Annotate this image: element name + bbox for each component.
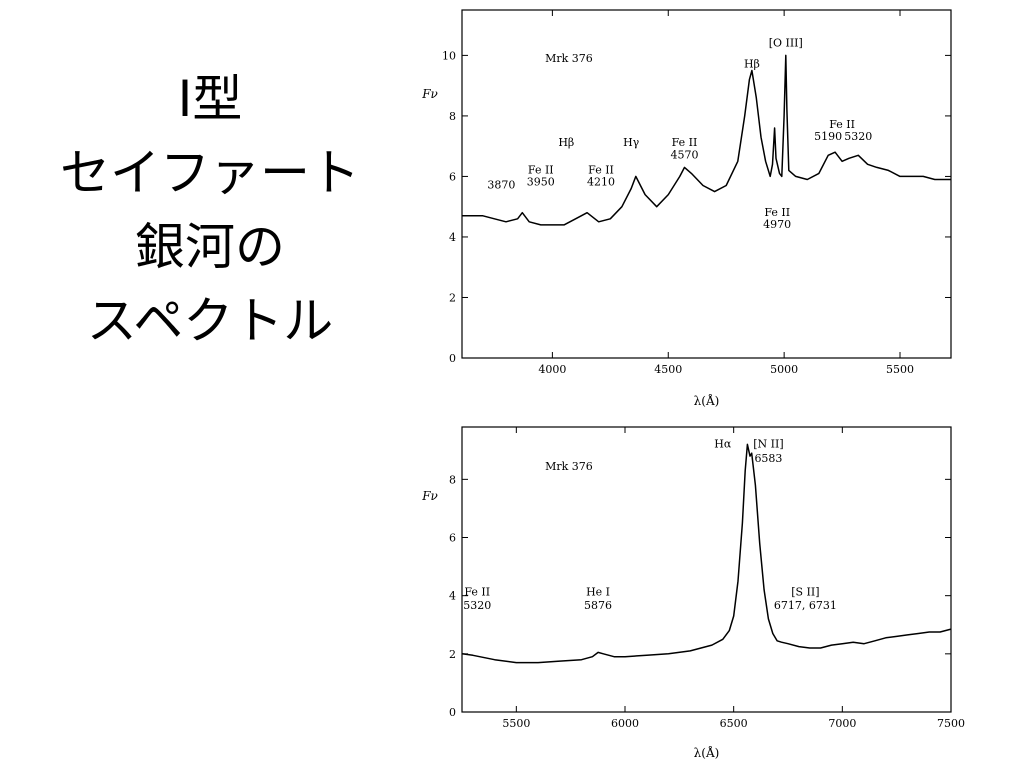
line-annotation: 5320 bbox=[844, 130, 872, 143]
x-tick-label: 4500 bbox=[654, 363, 682, 376]
plot-frame bbox=[461, 426, 952, 713]
title-line-1: I型 bbox=[177, 70, 243, 128]
line-annotation: [N II] bbox=[753, 437, 783, 450]
line-annotation: Fe II bbox=[829, 118, 855, 131]
line-annotation: 3950 bbox=[527, 176, 555, 189]
x-tick-label: 5500 bbox=[886, 363, 914, 376]
line-annotation: 5190 bbox=[814, 130, 842, 143]
x-axis-label: λ(Å) bbox=[694, 393, 720, 408]
plot-frame bbox=[461, 9, 952, 359]
title-line-4: スペクトル bbox=[86, 292, 334, 350]
chart-2: 5500 6000 6500 7000 7500 0 2 4 6 8 λ(Å) Fν Mrk 376 Hα… bbox=[421, 426, 965, 760]
y-tick-label: 0 bbox=[449, 352, 456, 365]
line-annotation: 4210 bbox=[587, 176, 615, 189]
slide-title: I型 セイファート 銀河の スペクトル bbox=[30, 62, 390, 358]
line-annotation: Fe II bbox=[672, 136, 698, 149]
chart-1: 4000 4500 5000 5500 0 2 4 6 8 10 λ(Å) Fν Mrk 376 Hβ [O… bbox=[421, 9, 952, 408]
line-annotation: [S II] bbox=[791, 586, 819, 599]
line-annotation: Fe II bbox=[464, 586, 490, 599]
line-annotation: Fe II bbox=[764, 206, 790, 219]
line-annotation: Hγ bbox=[623, 136, 640, 149]
y-tick-label: 2 bbox=[449, 291, 456, 304]
x-tick-label: 6500 bbox=[720, 717, 748, 730]
y-tick-label: 0 bbox=[449, 706, 456, 719]
line-annotation: Hβ bbox=[744, 57, 760, 70]
line-annotation: 6583 bbox=[754, 452, 782, 465]
spectrum-line bbox=[461, 443, 952, 664]
title-line-2: セイファート bbox=[60, 144, 360, 202]
line-annotation: 5320 bbox=[463, 599, 491, 612]
object-label: Mrk 376 bbox=[545, 52, 593, 65]
x-axis-label: λ(Å) bbox=[694, 745, 720, 760]
y-tick-label: 2 bbox=[449, 648, 456, 661]
y-tick-label: 6 bbox=[449, 532, 456, 545]
y-axis-label: Fν bbox=[421, 489, 438, 503]
line-annotation: Fe II bbox=[528, 163, 554, 176]
line-annotation: [O III] bbox=[769, 36, 803, 49]
y-tick-label: 8 bbox=[449, 473, 456, 486]
x-tick-label: 5500 bbox=[502, 717, 530, 730]
x-tick-label: 7000 bbox=[828, 717, 856, 730]
x-tick-label: 7500 bbox=[937, 717, 965, 730]
spectrum-line bbox=[462, 54, 951, 226]
line-annotation: Fe II bbox=[588, 163, 614, 176]
line-annotation: 5876 bbox=[584, 599, 612, 612]
y-tick-label: 8 bbox=[449, 110, 456, 123]
line-annotation: 4970 bbox=[763, 218, 791, 231]
line-annotation: 3870 bbox=[487, 179, 515, 192]
x-tick-label: 4000 bbox=[538, 363, 566, 376]
y-tick-label: 4 bbox=[449, 231, 456, 244]
x-tick-label: 5000 bbox=[770, 363, 798, 376]
y-tick-label: 6 bbox=[449, 170, 456, 183]
line-annotation: Hβ bbox=[558, 136, 574, 149]
y-tick-label: 10 bbox=[442, 49, 456, 62]
title-line-3: 銀河の bbox=[135, 218, 285, 276]
x-tick-label: 6000 bbox=[611, 717, 639, 730]
line-annotation: 4570 bbox=[670, 148, 698, 161]
object-label: Mrk 376 bbox=[545, 460, 593, 473]
line-annotation: 6717, 6731 bbox=[774, 599, 837, 612]
y-axis-label: Fν bbox=[421, 87, 438, 101]
line-annotation: Hα bbox=[714, 437, 732, 450]
y-tick-label: 4 bbox=[449, 590, 456, 603]
line-annotation: He I bbox=[586, 586, 610, 599]
